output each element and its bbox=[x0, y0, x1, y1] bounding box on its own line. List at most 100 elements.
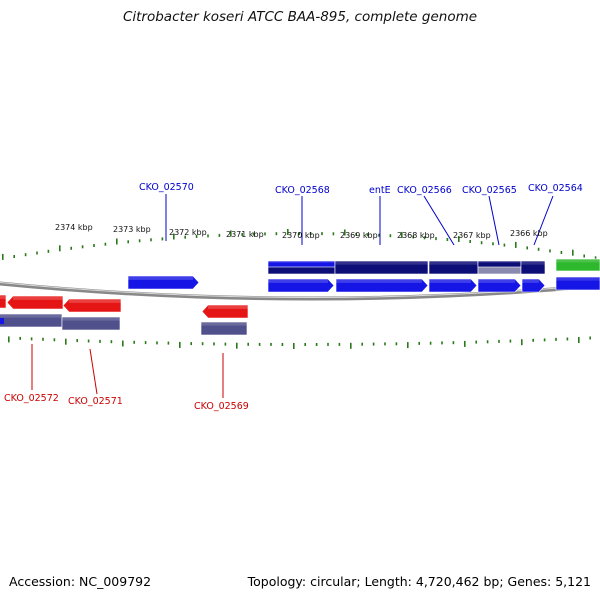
outer-tick bbox=[241, 233, 243, 236]
outer-tick bbox=[503, 243, 506, 247]
bar-sheen bbox=[201, 322, 247, 326]
outer-tick bbox=[81, 245, 84, 249]
inner-tick bbox=[8, 336, 10, 343]
inner-tick bbox=[521, 339, 523, 346]
arrow-sheen bbox=[208, 305, 248, 309]
outer-tick bbox=[173, 233, 175, 240]
inner-tick bbox=[293, 343, 295, 349]
genome-backbone-highlight bbox=[0, 281, 600, 299]
inner-tick bbox=[76, 339, 78, 343]
outer-tick bbox=[127, 240, 129, 244]
inner-tick bbox=[258, 342, 261, 346]
outer-tick-ring bbox=[2, 229, 597, 260]
forward-cds-arrow bbox=[521, 278, 546, 293]
forward-leader-line bbox=[423, 195, 455, 246]
outer-tick bbox=[321, 232, 323, 236]
inner-tick bbox=[350, 342, 352, 349]
outer-tick bbox=[24, 253, 27, 257]
inner-tick bbox=[247, 342, 249, 346]
outer-tick bbox=[332, 232, 335, 236]
inner-tick bbox=[53, 338, 56, 342]
arrow-sheen bbox=[13, 296, 63, 300]
scale-label: 2373 kbp bbox=[113, 225, 151, 234]
inner-tick bbox=[566, 337, 569, 341]
bar-sheen bbox=[429, 261, 478, 265]
outer-tick bbox=[378, 233, 380, 237]
scale-label: 2371 kbp bbox=[226, 230, 264, 239]
inner-tick bbox=[407, 342, 409, 349]
outer-tick bbox=[36, 251, 38, 255]
scale-label: 2366 kbp bbox=[510, 229, 548, 238]
reverse-gene-label: CKO_02572 bbox=[4, 393, 59, 404]
inner-tick-ring bbox=[8, 336, 591, 349]
outer-tick bbox=[207, 234, 209, 238]
gene-labels: CKO_02570 CKO_02568 entE CKO_02566 CKO_02565… bbox=[4, 182, 583, 412]
inner-tick bbox=[589, 336, 591, 340]
inner-tick bbox=[87, 339, 90, 343]
outer-tick bbox=[264, 232, 266, 236]
forward-cds-arrow bbox=[477, 278, 522, 293]
scale-label: 2368 kbp bbox=[397, 231, 435, 240]
bar-sheen bbox=[268, 261, 335, 263]
bar-sheen bbox=[478, 261, 521, 263]
arrow-sheen bbox=[268, 279, 328, 283]
outer-tick bbox=[423, 236, 426, 240]
outer-tick bbox=[59, 245, 61, 252]
bar-sheen bbox=[335, 261, 428, 265]
outer-tick bbox=[298, 232, 300, 235]
outer-tick bbox=[446, 238, 449, 241]
reverse-cds-arrow bbox=[62, 298, 122, 313]
outer-tick bbox=[401, 231, 403, 238]
reverse-cds-arrow bbox=[0, 294, 7, 309]
inner-tick bbox=[213, 342, 215, 346]
inner-tick bbox=[384, 342, 386, 346]
outer-tick bbox=[560, 251, 563, 254]
inner-tick bbox=[338, 342, 341, 346]
outer-tick bbox=[13, 255, 15, 258]
bar-sheen bbox=[62, 317, 120, 321]
arrow-sheen bbox=[69, 299, 121, 303]
inner-tick bbox=[395, 342, 398, 346]
bar-sheen bbox=[556, 259, 600, 263]
arrow-sheen bbox=[522, 279, 539, 283]
arrow-sheen bbox=[0, 295, 6, 299]
forward-gene-label: CKO_02566 bbox=[397, 185, 452, 196]
outer-tick bbox=[116, 238, 118, 245]
inner-tick bbox=[486, 340, 489, 344]
inner-tick bbox=[372, 342, 375, 346]
outer-tick bbox=[2, 253, 4, 260]
outer-tick bbox=[515, 241, 517, 248]
outer-tick bbox=[435, 237, 437, 241]
arrow-sheen bbox=[429, 279, 471, 283]
arrow-sheen bbox=[336, 279, 422, 283]
inner-tick bbox=[509, 339, 512, 343]
reverse-leader-line bbox=[89, 348, 98, 395]
outer-tick bbox=[195, 235, 198, 238]
inner-tick bbox=[475, 340, 477, 344]
outer-tick bbox=[549, 249, 551, 253]
reverse-cds-arrow bbox=[6, 295, 64, 310]
reverse-gene-bar bbox=[200, 321, 248, 336]
inner-tick bbox=[190, 342, 192, 346]
inner-tick bbox=[65, 338, 67, 345]
outer-tick bbox=[47, 249, 50, 253]
forward-cds-arrow bbox=[267, 278, 335, 293]
outer-tick bbox=[218, 233, 221, 237]
reverse-gene-label: CKO_02569 bbox=[194, 401, 249, 412]
arrow-sheen bbox=[128, 276, 193, 280]
outer-tick bbox=[594, 256, 597, 260]
inner-tick bbox=[167, 341, 170, 345]
inner-tick bbox=[464, 340, 466, 347]
forward-cds-arrow bbox=[127, 275, 200, 290]
outer-tick bbox=[138, 239, 141, 243]
forward-gene-bar bbox=[520, 260, 546, 275]
forward-cds-arrow bbox=[428, 278, 478, 293]
outer-tick bbox=[150, 238, 152, 242]
outer-tick bbox=[492, 242, 494, 246]
outer-tick bbox=[480, 241, 483, 245]
outer-tick bbox=[309, 232, 312, 235]
bar-sheen bbox=[521, 261, 545, 265]
forward-gene-label: entE bbox=[369, 185, 391, 196]
inner-tick bbox=[270, 342, 272, 346]
inner-tick bbox=[327, 342, 329, 346]
